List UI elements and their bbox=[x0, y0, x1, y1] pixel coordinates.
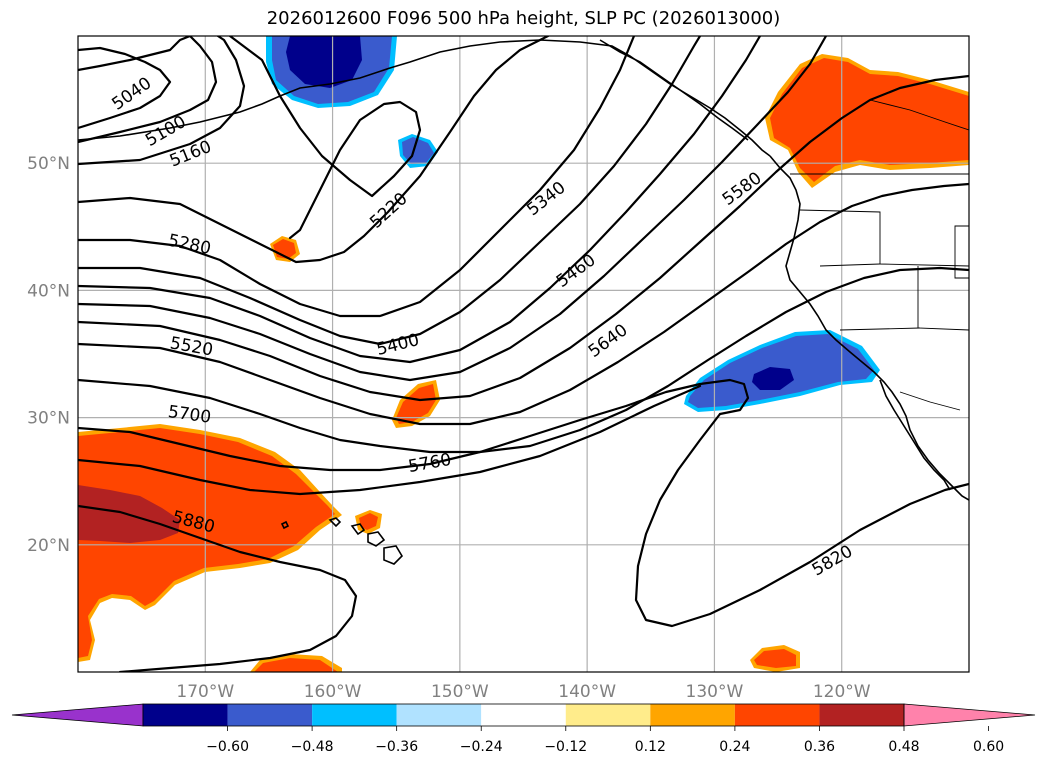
latitude-labels: 20°N 30°N 40°N 50°N bbox=[27, 154, 70, 556]
colorbar-tick-label: 0.36 bbox=[804, 739, 835, 755]
longitude-label: 140°W bbox=[558, 682, 616, 702]
contour-5820 bbox=[78, 504, 358, 672]
colorbar-swatch bbox=[650, 704, 735, 726]
longitude-label: 130°W bbox=[686, 682, 744, 702]
colorbar: −0.60 −0.48 −0.36 −0.24 −0.12 0.12 0.24 0.36 0.4… bbox=[11, 703, 1036, 755]
colorbar-swatch bbox=[481, 704, 566, 726]
colorbar-swatch bbox=[312, 704, 397, 726]
longitude-label: 170°W bbox=[176, 682, 234, 702]
contour-5580 bbox=[78, 74, 969, 402]
colorbar-tick-label: −0.36 bbox=[375, 739, 418, 755]
colorbar-extension-low bbox=[11, 703, 144, 727]
colorbar-tick-label: 0.24 bbox=[719, 739, 750, 755]
map-frame bbox=[77, 35, 970, 673]
latitude-label: 20°N bbox=[27, 536, 70, 556]
contour-5340 bbox=[78, 36, 636, 318]
contour-5040 bbox=[78, 46, 172, 130]
contour-5400 bbox=[78, 36, 702, 346]
contour-5640 bbox=[78, 182, 969, 426]
colorbar-tick-label: 0.60 bbox=[973, 739, 1004, 755]
latitude-label: 30°N bbox=[27, 409, 70, 429]
latitude-label: 50°N bbox=[27, 154, 70, 174]
colorbar-swatch bbox=[227, 704, 313, 726]
contour-5220 bbox=[228, 36, 422, 240]
contour-5460 bbox=[78, 36, 762, 364]
colorbar-tick-label: 0.12 bbox=[635, 739, 666, 755]
contour-5280 bbox=[78, 36, 550, 264]
colorbar-tick-label: −0.12 bbox=[544, 739, 587, 755]
longitude-label: 150°W bbox=[431, 682, 489, 702]
contour-5100 bbox=[78, 36, 218, 144]
contour-5760-east bbox=[78, 384, 702, 496]
colorbar-swatch bbox=[396, 704, 482, 726]
graticule bbox=[78, 36, 969, 672]
colorbar-swatch bbox=[143, 704, 228, 726]
contour-5820-east bbox=[634, 412, 969, 628]
colorbar-tick-label: 0.48 bbox=[888, 739, 919, 755]
longitude-label: 120°W bbox=[813, 682, 871, 702]
colorbar-tick-label: −0.60 bbox=[206, 739, 249, 755]
longitude-labels: 170°W 160°W 150°W 140°W 130°W 120°W bbox=[176, 682, 870, 702]
map-title: 2026012600 F096 500 hPa height, SLP PC (… bbox=[266, 8, 781, 29]
colorbar-swatch bbox=[734, 704, 820, 726]
longitude-label: 160°W bbox=[304, 682, 362, 702]
latitude-label: 40°N bbox=[27, 281, 70, 301]
colorbar-outline bbox=[142, 703, 905, 727]
colorbar-tick-label: −0.24 bbox=[460, 739, 503, 755]
colorbar-swatch bbox=[819, 704, 904, 726]
contour-5700 bbox=[78, 266, 969, 454]
colorbar-extension-high bbox=[903, 703, 1036, 727]
colorbar-tick-label: −0.48 bbox=[291, 739, 334, 755]
contour-5160 bbox=[78, 36, 246, 166]
contour-5520 bbox=[78, 36, 828, 382]
height-contours bbox=[78, 36, 969, 672]
contour-5760 bbox=[78, 378, 750, 472]
colorbar-swatch bbox=[565, 704, 651, 726]
